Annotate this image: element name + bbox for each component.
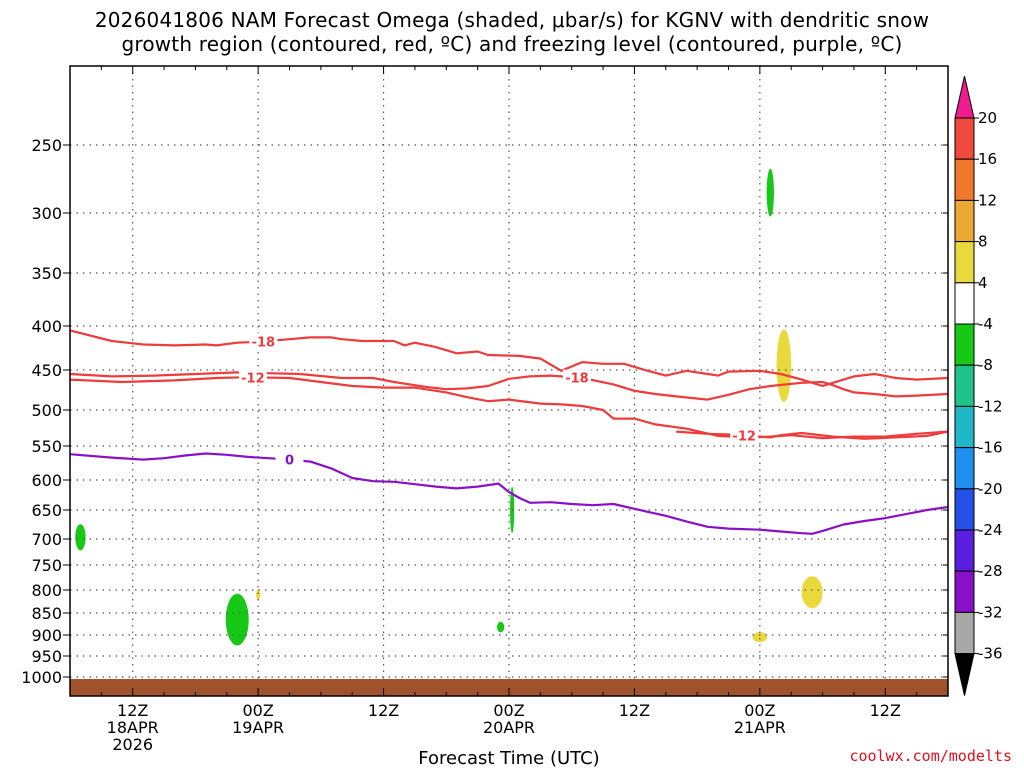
colorbar: 20 16 12 8 4 -4 -8 -12 -16 -20 -24 -28 -32 -36 (954, 75, 1003, 696)
contour-line-minus18_upper (69, 329, 949, 388)
colorbar-segment (954, 570, 975, 613)
y-tick-label: 550 (31, 437, 62, 456)
contour-label: -12 (241, 371, 265, 386)
contour-label: -18 (252, 335, 276, 350)
colorbar-label: -24 (978, 521, 1003, 539)
colorbar-segment (954, 364, 975, 407)
x-tick-label: 00Z (744, 701, 775, 720)
colorbar-segment (954, 241, 975, 284)
colorbar-segment (954, 611, 975, 655)
colorbar-label: -4 (978, 315, 993, 333)
colorbar-label: -8 (978, 356, 993, 374)
colorbar-segment (954, 158, 975, 201)
colorbar-label: -12 (978, 397, 1003, 415)
contour-line-minus12 (69, 376, 949, 440)
omega-shading-layer (75, 168, 823, 646)
omega-blob (225, 593, 249, 646)
omega-blob (766, 168, 774, 217)
chart-title-line1: 2026041806 NAM Forecast Omega (shaded, μ… (94, 8, 930, 32)
plot-frame (69, 65, 949, 697)
x-tick-label: 18APR (107, 718, 159, 737)
x-tick-label: 19APR (232, 718, 284, 737)
colorbar-label: 4 (978, 274, 988, 292)
y-tick-label: 500 (31, 401, 62, 420)
colorbar-segment (954, 117, 975, 160)
colorbar-bottom-arrow (954, 653, 975, 696)
x-tick-label: 12Z (619, 701, 650, 720)
contour-line-minus12_lower (676, 430, 949, 440)
colorbar-top-arrow (954, 75, 975, 119)
x-tick-label: 00Z (493, 701, 524, 720)
y-tick-label: 400 (31, 317, 62, 336)
y-tick-label: 750 (31, 556, 62, 575)
y-tick-label: 850 (31, 604, 62, 623)
y-tick-label: 700 (31, 530, 62, 549)
terrain-ground (70, 679, 948, 696)
contour-label-bg (249, 333, 278, 350)
omega-blob (752, 632, 768, 643)
colorbar-segment (954, 282, 975, 325)
colorbar-segment (954, 447, 975, 490)
contour-layer: -18 -18 -12 -12 0 (69, 329, 949, 535)
y-axis: 250 300 350 400 450 500 550 600 650 700 750 800 850 9… (21, 136, 948, 687)
x-tick-label: 12Z (870, 701, 901, 720)
y-tick-label: 1000 (21, 668, 62, 687)
colorbar-label: -36 (978, 645, 1003, 663)
contour-label-bg (275, 451, 304, 468)
x-tick-label: 2026 (112, 735, 153, 754)
omega-blob (776, 329, 792, 402)
colorbar-segment (954, 529, 975, 572)
omega-blob (75, 524, 86, 551)
chart-title: 2026041806 NAM Forecast Omega (shaded, μ… (0, 8, 1024, 56)
y-tick-label: 650 (31, 501, 62, 520)
colorbar-label: -16 (978, 439, 1003, 457)
y-tick-label: 350 (31, 264, 62, 283)
x-tick-label: 00Z (242, 701, 273, 720)
contour-label-bg (730, 427, 759, 444)
x-tick-label: 12Z (117, 701, 148, 720)
colorbar-label: 20 (978, 109, 997, 127)
colorbar-segment (954, 199, 975, 243)
colorbar-label: 8 (978, 233, 988, 251)
y-tick-label: 800 (31, 581, 62, 600)
chart-title-line2: growth region (contoured, red, ºC) and f… (121, 32, 903, 56)
y-tick-label: 250 (31, 136, 62, 155)
colorbar-segment (954, 488, 975, 531)
colorbar-label: -20 (978, 480, 1003, 498)
y-tick-label: 950 (31, 647, 62, 666)
x-tick-label: 21APR (734, 718, 786, 737)
grid-layer (70, 66, 948, 696)
colorbar-segment (954, 405, 975, 449)
y-tick-label: 300 (31, 204, 62, 223)
credit-text: coolwx.com/modelts (849, 747, 1012, 765)
colorbar-segment (954, 323, 975, 366)
contour-label: 0 (285, 454, 294, 469)
contour-line-freezing_0C (69, 452, 949, 535)
colorbar-label: -28 (978, 562, 1003, 580)
omega-blob (256, 589, 261, 601)
y-tick-label: 900 (31, 626, 62, 645)
colorbar-label: 12 (978, 191, 997, 209)
x-axis-title: Forecast Time (UTC) (418, 748, 599, 768)
omega-blob (801, 576, 823, 609)
contour-label: -12 (732, 430, 756, 445)
y-tick-label: 450 (31, 361, 62, 380)
omega-blob (496, 621, 505, 633)
contour-label-bg (562, 369, 591, 386)
contour-label: -18 (565, 372, 589, 387)
y-tick-label: 600 (31, 471, 62, 490)
x-tick-label: 20APR (483, 718, 535, 737)
colorbar-label: -32 (978, 603, 1003, 621)
colorbar-label: 16 (978, 150, 997, 168)
contour-label-bg (238, 369, 267, 386)
x-tick-label: 12Z (368, 701, 399, 720)
